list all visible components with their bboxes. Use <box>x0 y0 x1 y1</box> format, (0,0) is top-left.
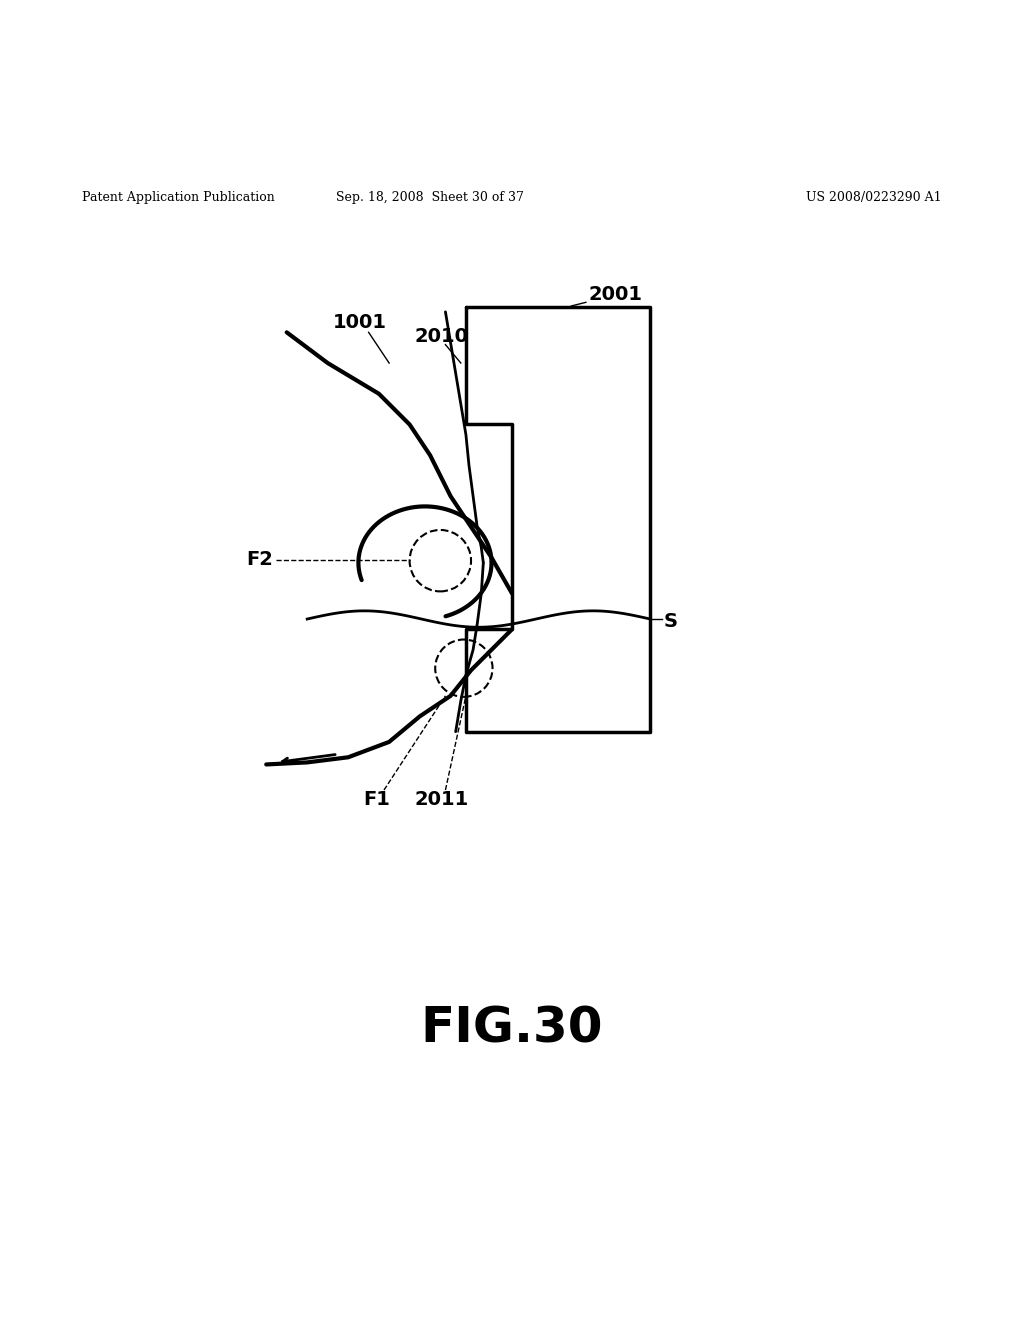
Text: 2011: 2011 <box>415 791 469 809</box>
Text: Sep. 18, 2008  Sheet 30 of 37: Sep. 18, 2008 Sheet 30 of 37 <box>336 191 524 205</box>
Text: 2010: 2010 <box>415 326 469 346</box>
Text: F2: F2 <box>246 550 272 569</box>
Text: US 2008/0223290 A1: US 2008/0223290 A1 <box>807 191 942 205</box>
Text: F1: F1 <box>364 791 390 809</box>
Text: S: S <box>664 611 678 631</box>
Text: 2001: 2001 <box>589 285 643 304</box>
Text: Patent Application Publication: Patent Application Publication <box>82 191 274 205</box>
Text: 1001: 1001 <box>333 313 387 333</box>
Text: FIG.30: FIG.30 <box>421 1005 603 1052</box>
